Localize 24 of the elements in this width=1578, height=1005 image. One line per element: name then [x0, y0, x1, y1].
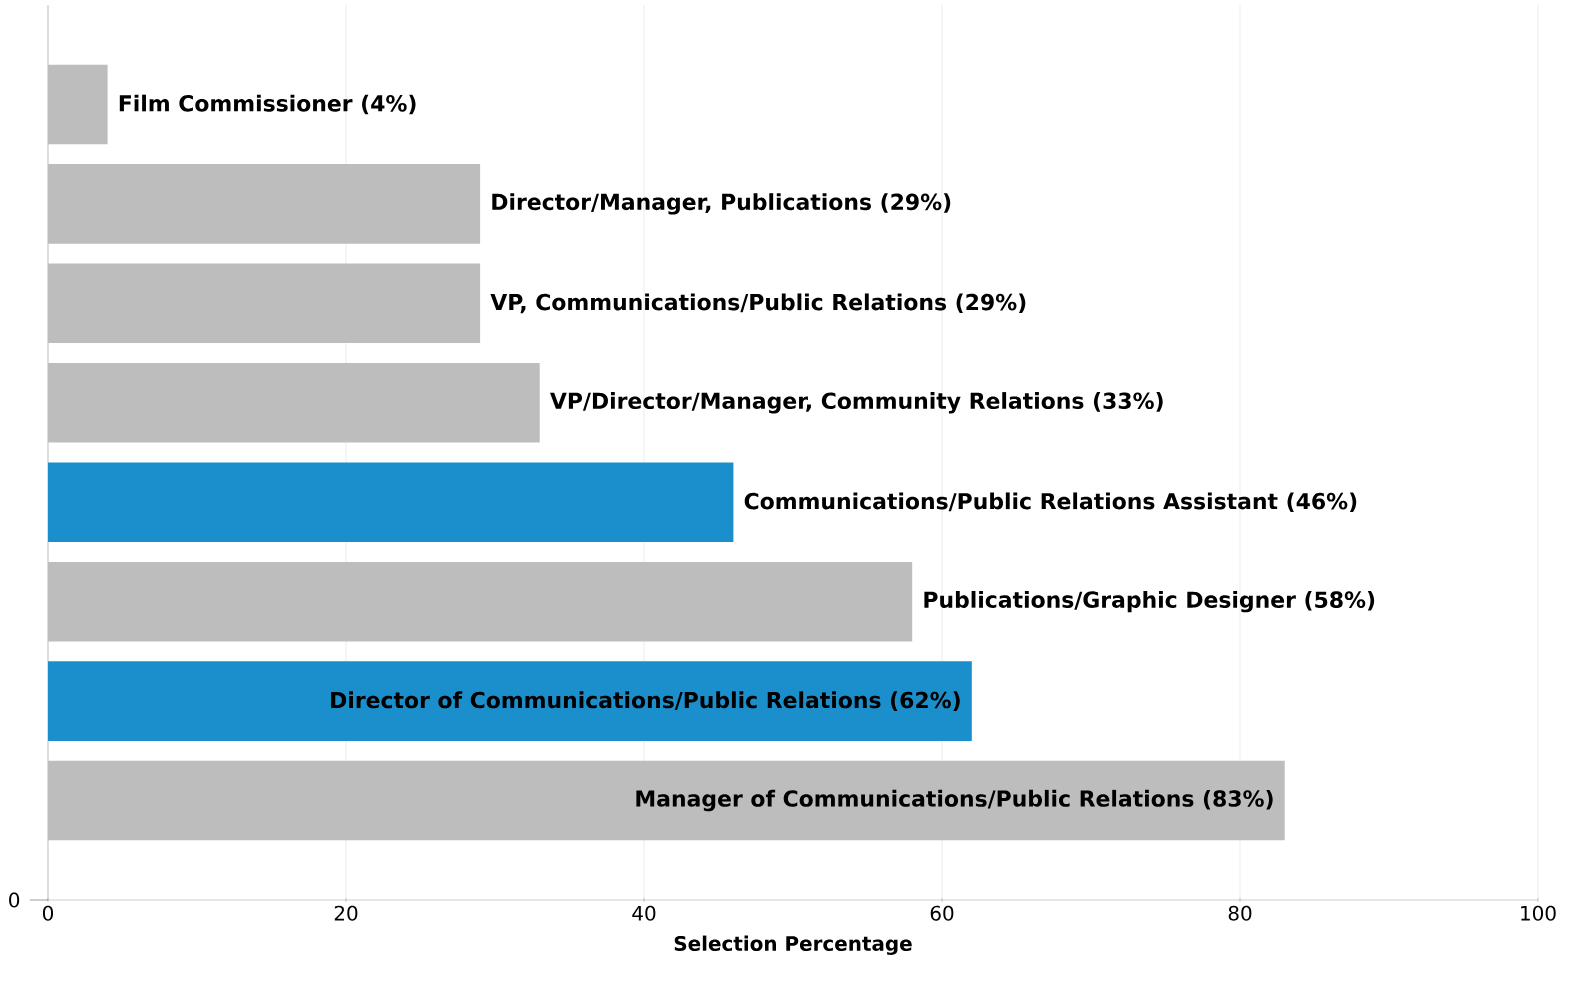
bar — [48, 760, 1285, 841]
y-tick-label: VP/Director/Manager, Community Relations (33%) — [550, 392, 1163, 414]
x-tick-label: 20 — [334, 905, 358, 921]
bar — [48, 661, 972, 741]
bar — [48, 164, 481, 244]
bar — [48, 64, 108, 145]
y-tick-label: Director of Communications/Public Relations (62%) — [331, 691, 960, 711]
x-axis-title: Selection Percentage — [674, 935, 912, 955]
x-tick-label: 80 — [1228, 905, 1252, 921]
bar — [48, 263, 481, 344]
y-tick-label: Publications/Graphic Designer (58%) — [924, 590, 1375, 613]
x-tick-label: 100 — [1521, 905, 1556, 921]
y-tick-label: Film Commissioner (4%) — [119, 94, 416, 115]
bar — [48, 363, 540, 443]
x-tick-label: 40 — [632, 905, 656, 921]
y-tick-label: Communications/Public Relations Assistant (46%) — [744, 492, 1357, 512]
x-tick-label: 60 — [930, 905, 954, 921]
text: 0 — [9, 892, 20, 908]
y-tick-label: VP, Communications/Public Relations (29%) — [490, 293, 1026, 314]
bar — [48, 561, 913, 642]
y-tick-label: Director/Manager, Publications (29%) — [492, 193, 951, 215]
x-tick-label: 0 — [42, 905, 54, 921]
bar — [48, 462, 734, 543]
y-tick-label: Manager of Communications/Public Relations (83%) — [636, 789, 1273, 812]
